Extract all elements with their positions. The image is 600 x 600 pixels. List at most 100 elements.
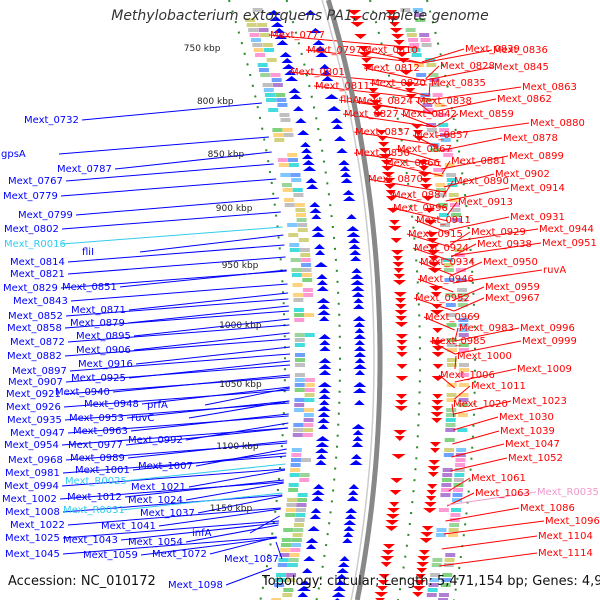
cog-bar <box>258 68 269 72</box>
label-connector <box>305 49 423 64</box>
gene-label-reverse: Mext_0926 <box>6 402 61 413</box>
gene-label-reverse: Mext_0989 <box>70 453 125 464</box>
cog-bar <box>446 178 457 182</box>
forward-feature <box>394 46 408 51</box>
forward-feature <box>426 238 439 243</box>
reverse-feature <box>317 310 331 315</box>
reverse-feature <box>305 544 317 549</box>
label-connector <box>450 457 508 472</box>
forward-feature <box>395 376 409 381</box>
gene-label-reverse: fliI <box>82 247 94 258</box>
cog-bar <box>291 538 302 542</box>
cog-bar <box>294 338 305 342</box>
forward-feature <box>392 256 403 261</box>
reverse-feature <box>350 280 365 285</box>
reverse-feature <box>353 364 367 369</box>
forward-feature <box>431 418 443 423</box>
cog-bar <box>438 123 449 127</box>
cog-bar <box>453 478 464 482</box>
cog-bar <box>289 473 300 477</box>
forward-feature <box>415 574 426 579</box>
cog-bar <box>250 38 261 42</box>
label-connector <box>441 160 451 175</box>
forward-feature <box>395 298 406 303</box>
gene-label-forward: Mext_0931 <box>510 212 565 223</box>
label-connector <box>225 567 272 586</box>
gene-label-reverse: Mext_1001 <box>75 465 130 476</box>
gene-label-forward: Mext_0887 <box>392 190 447 201</box>
cog-bar <box>449 518 460 522</box>
gene-label-forward: Mext_0899 <box>509 151 564 162</box>
cog-bar <box>436 113 447 117</box>
label-connector <box>64 338 290 357</box>
forward-feature <box>372 112 384 117</box>
reverse-feature <box>353 352 367 357</box>
reverse-feature <box>315 460 327 465</box>
gene-label-reverse: Mext_1007 <box>138 461 193 472</box>
label-connector <box>418 261 453 276</box>
forward-feature <box>428 286 443 291</box>
cog-bar <box>443 153 454 157</box>
scale-label: 1100 kbp <box>216 442 259 452</box>
label-connector <box>421 48 465 63</box>
forward-feature <box>376 586 388 591</box>
reverse-feature <box>289 94 303 99</box>
cog-bar <box>303 418 314 422</box>
cog-bar <box>292 533 303 537</box>
cog-bar <box>303 423 314 427</box>
cog-bar <box>434 103 445 107</box>
gene-label-reverse: Mext_0843 <box>13 296 68 307</box>
cog-bar <box>296 218 307 222</box>
cog-bar <box>297 498 308 502</box>
forward-feature <box>385 514 400 519</box>
cog-bar <box>420 38 431 42</box>
forward-feature <box>389 22 401 27</box>
label-connector <box>450 242 542 257</box>
gene-label-forward: Mext_0969 <box>425 312 480 323</box>
reverse-feature <box>354 328 365 333</box>
forward-feature <box>382 178 396 183</box>
gene-label-reverse: Mext_0858 <box>7 323 62 334</box>
forward-feature <box>430 448 441 453</box>
cog-bar <box>304 333 315 337</box>
reverse-feature <box>302 568 313 573</box>
cog-bar <box>294 518 305 522</box>
cog-bar <box>293 428 304 432</box>
forward-feature <box>393 268 404 273</box>
cog-bar <box>419 33 430 37</box>
reverse-feature <box>299 580 311 585</box>
cog-bar <box>278 163 289 167</box>
cog-bar <box>304 398 315 402</box>
cog-bar <box>252 43 263 47</box>
cog-bar <box>438 213 449 217</box>
label-connector <box>120 522 279 541</box>
gene-label-forward: Mext_0959 <box>485 282 540 293</box>
reverse-feature <box>304 10 317 15</box>
label-connector <box>446 492 475 507</box>
genome-backbone-inner <box>321 0 375 600</box>
reverse-feature <box>319 346 331 351</box>
label-connector <box>353 152 442 167</box>
scale-label: 1000 kbp <box>219 321 262 331</box>
label-connector <box>124 479 284 498</box>
cog-bar <box>456 278 467 282</box>
forward-feature <box>354 34 367 39</box>
cog-bar <box>457 298 468 302</box>
reverse-feature <box>343 532 354 537</box>
cog-bar <box>439 128 450 132</box>
label-connector <box>391 207 448 222</box>
label-connector <box>444 180 454 195</box>
gene-label-forward: Mext_0837 <box>355 127 410 138</box>
label-connector <box>65 163 274 182</box>
gene-label-forward: Mext_1039 <box>500 426 555 437</box>
reverse-feature <box>351 292 365 297</box>
cog-bar <box>282 128 293 132</box>
forward-feature <box>395 316 408 321</box>
cog-bar <box>288 158 299 162</box>
map-title: Methylobacterium extorquens PA1, complet… <box>111 8 489 24</box>
forward-feature <box>358 52 372 57</box>
forward-feature <box>418 166 430 171</box>
forward-feature <box>416 568 428 573</box>
forward-feature <box>394 322 409 327</box>
label-connector <box>185 524 279 543</box>
